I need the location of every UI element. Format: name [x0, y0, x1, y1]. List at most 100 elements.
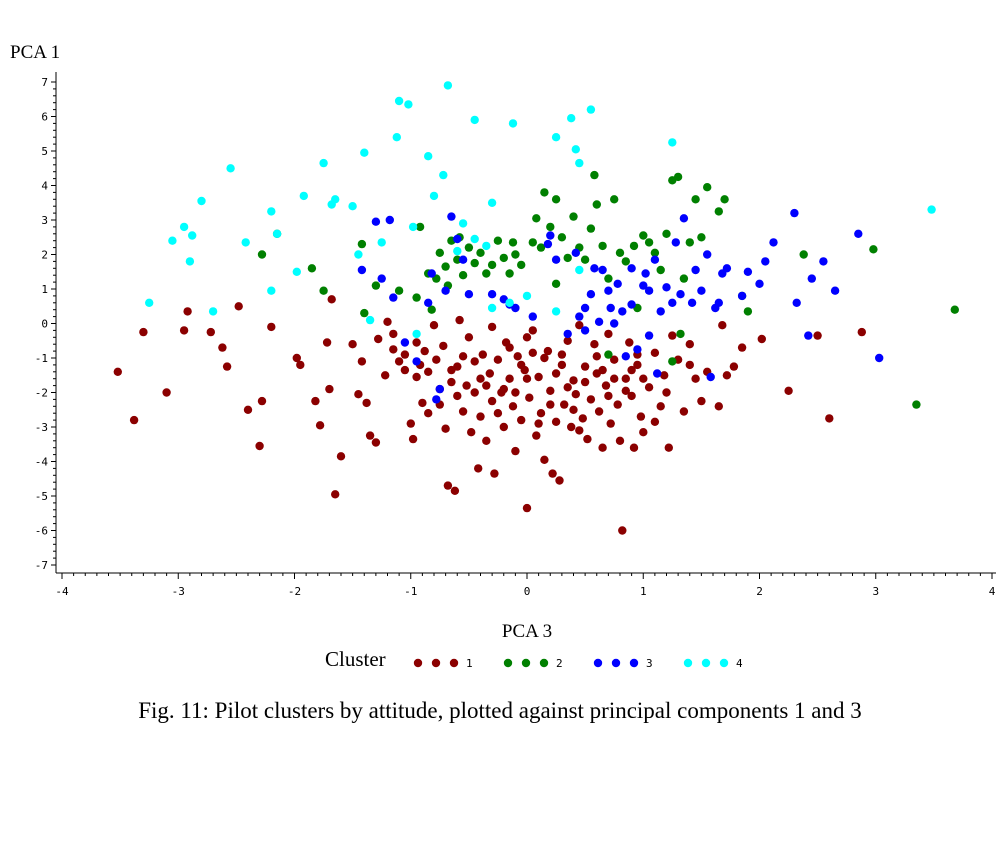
x-axis-ticks: -4 -3 -2 -1 0 1 2 3 4: [55, 573, 996, 598]
data-point: [575, 158, 584, 168]
data-point: [517, 360, 526, 370]
data-point: [769, 238, 778, 247]
data-point: [586, 395, 596, 404]
data-point: [505, 343, 514, 352]
data-point: [255, 441, 264, 451]
data-point: [348, 340, 357, 349]
data-point: [299, 191, 308, 201]
data-point: [508, 238, 518, 247]
legend-marker: [521, 658, 531, 668]
data-points: [113, 81, 959, 535]
legend-marker: [629, 658, 639, 668]
data-point: [927, 205, 936, 214]
data-point: [381, 371, 390, 380]
data-point: [336, 452, 346, 461]
data-point: [183, 307, 192, 316]
legend-marker: [449, 658, 459, 668]
data-point: [505, 374, 514, 383]
data-point: [179, 326, 189, 335]
data-point: [508, 119, 518, 128]
data-point: [447, 212, 456, 221]
x-tick-label: -4: [55, 585, 69, 598]
data-point: [296, 360, 305, 370]
data-point: [511, 388, 520, 397]
data-point: [563, 383, 572, 392]
data-point: [540, 353, 549, 363]
data-point: [679, 274, 689, 283]
data-point: [412, 372, 421, 382]
data-point: [557, 350, 567, 359]
y-tick-label: 1: [41, 283, 48, 296]
data-point: [598, 443, 607, 452]
data-point: [508, 402, 518, 411]
legend-marker: [683, 658, 693, 668]
data-point: [551, 133, 561, 142]
data-point: [604, 274, 613, 283]
legend: Cluster 1 2 3 4: [325, 647, 743, 671]
data-point: [551, 417, 561, 426]
y-tick-label: -4: [35, 456, 49, 469]
data-point: [412, 293, 421, 302]
data-point: [586, 290, 596, 299]
y-tick-label: 7: [41, 76, 48, 89]
data-point: [517, 415, 526, 425]
data-point: [819, 257, 828, 266]
legend-marker: [413, 658, 423, 668]
data-point: [493, 409, 503, 418]
data-point: [439, 170, 448, 180]
data-point: [408, 434, 418, 444]
data-point: [374, 334, 383, 344]
data-point: [525, 393, 534, 402]
data-point: [569, 405, 578, 414]
data-point: [875, 353, 884, 363]
data-point: [267, 286, 276, 295]
data-point: [424, 152, 433, 161]
data-point: [476, 374, 485, 383]
data-point: [662, 388, 671, 397]
data-point: [241, 238, 250, 247]
data-point: [394, 357, 404, 366]
data-point: [857, 327, 866, 337]
data-point: [257, 250, 267, 259]
data-point: [485, 369, 494, 378]
x-tick-label: -3: [172, 585, 185, 598]
data-point: [394, 286, 404, 295]
data-point: [575, 426, 584, 435]
data-point: [377, 238, 386, 247]
data-point: [601, 381, 611, 390]
data-point: [455, 315, 464, 325]
x-tick-label: 0: [524, 585, 531, 598]
legend-marker: [593, 658, 603, 668]
legend-label: 2: [556, 657, 563, 670]
y-tick-label: -3: [35, 421, 48, 434]
data-point: [615, 436, 625, 445]
data-point: [687, 298, 697, 307]
y-tick-label: -7: [35, 559, 48, 572]
data-point: [400, 350, 410, 359]
data-point: [493, 355, 503, 364]
data-point: [532, 214, 541, 223]
data-point: [522, 374, 532, 383]
series-1: [113, 295, 866, 535]
data-point: [113, 367, 123, 376]
data-point: [511, 303, 520, 313]
data-point: [441, 424, 450, 433]
x-axis-title: PCA 3: [502, 621, 552, 642]
legend-label: 4: [736, 657, 743, 670]
data-point: [676, 329, 685, 339]
data-point: [499, 384, 508, 394]
data-point: [551, 195, 561, 204]
data-point: [722, 264, 732, 273]
data-point: [392, 133, 401, 142]
data-point: [470, 357, 479, 366]
data-point: [543, 346, 553, 356]
data-point: [458, 271, 468, 280]
data-point: [439, 341, 448, 351]
y-tick-label: -2: [35, 387, 48, 400]
data-point: [226, 164, 235, 173]
x-tick-label: -2: [288, 585, 301, 598]
data-point: [784, 386, 793, 395]
data-point: [578, 414, 587, 423]
data-point: [551, 369, 561, 378]
data-point: [412, 329, 421, 339]
